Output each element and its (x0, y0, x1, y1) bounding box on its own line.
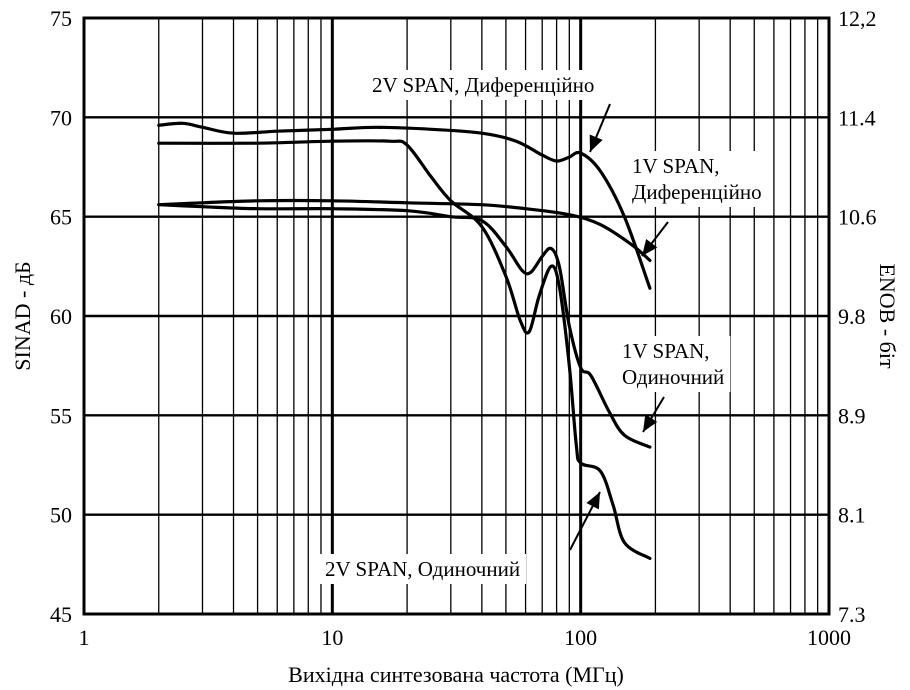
y-axis-label: SINAD - дБ (10, 261, 35, 370)
annotation-text: 1V SPAN, (622, 339, 710, 363)
grid (84, 18, 829, 614)
series-2v-span-single (157, 139, 652, 560)
y-tick-label: 65 (50, 205, 72, 230)
y-tick-label: 70 (50, 105, 72, 130)
arrow-2v-span-single (569, 491, 601, 551)
annotation-arrows (569, 103, 669, 551)
annotation-text: 2V SPAN, Одиночний (325, 557, 520, 581)
y2-tick-label: 12,2 (838, 6, 877, 31)
annotation-text: Одиночний (622, 365, 724, 389)
annotation-text: 2V SPAN, Диференційно (372, 73, 594, 97)
y2-tick-label: 10.6 (838, 205, 877, 230)
arrow-head (642, 239, 658, 256)
x-tick-label: 1000 (807, 625, 851, 650)
annotation-1v-span-differential: 1V SPAN,Диференційно (626, 151, 768, 207)
y2-axis-label: ENOB - біт (875, 263, 900, 369)
series-1v-span-single (157, 203, 652, 449)
x-tick-label: 100 (564, 625, 597, 650)
annotation-background (319, 554, 527, 584)
x-axis-label: Вихідна синтезована частота (МГц) (288, 662, 624, 687)
annotation-1v-span-single: 1V SPAN,Одиночний (616, 336, 731, 392)
arrow-head (643, 414, 658, 432)
arrow-1v-span-differential (641, 221, 669, 257)
y-tick-label: 75 (50, 6, 72, 31)
annotation-2v-span-differential: 2V SPAN, Диференційно (366, 70, 601, 100)
plot-frame (82, 16, 831, 616)
y2-tick-label: 9.8 (838, 304, 866, 329)
y2-tick-label: 11.4 (838, 105, 876, 130)
arrow-head (589, 134, 603, 152)
y2-tick-label: 8.9 (838, 403, 866, 428)
annotation-background (626, 151, 768, 207)
annotation-2v-span-single: 2V SPAN, Одиночний (319, 554, 527, 584)
annotation-text: Диференційно (632, 180, 762, 204)
series-group (157, 121, 652, 560)
annotation-text: 1V SPAN, (632, 154, 720, 178)
y-tick-label: 60 (50, 304, 72, 329)
annotation-background (366, 70, 601, 100)
series-1v-span-differential (157, 198, 652, 262)
y-tick-label: 45 (50, 602, 72, 627)
series-2v-span-differential (157, 121, 652, 290)
annotation-background (616, 336, 731, 392)
x-tick-label: 10 (321, 625, 343, 650)
arrow-2v-span-differential (589, 103, 611, 153)
y2-tick-label: 8.1 (838, 503, 866, 528)
tick-labels: 1 10 100 1000 45 50 55 60 65 70 75 7.3 8.1 8.9 9.8 10.6… (50, 6, 877, 650)
y-tick-label: 50 (50, 503, 72, 528)
arrow-1v-span-single (642, 396, 665, 433)
x-tick-label: 1 (79, 625, 90, 650)
y2-tick-label: 7.3 (838, 602, 866, 627)
arrow-head (586, 492, 600, 510)
y-tick-label: 55 (50, 403, 72, 428)
